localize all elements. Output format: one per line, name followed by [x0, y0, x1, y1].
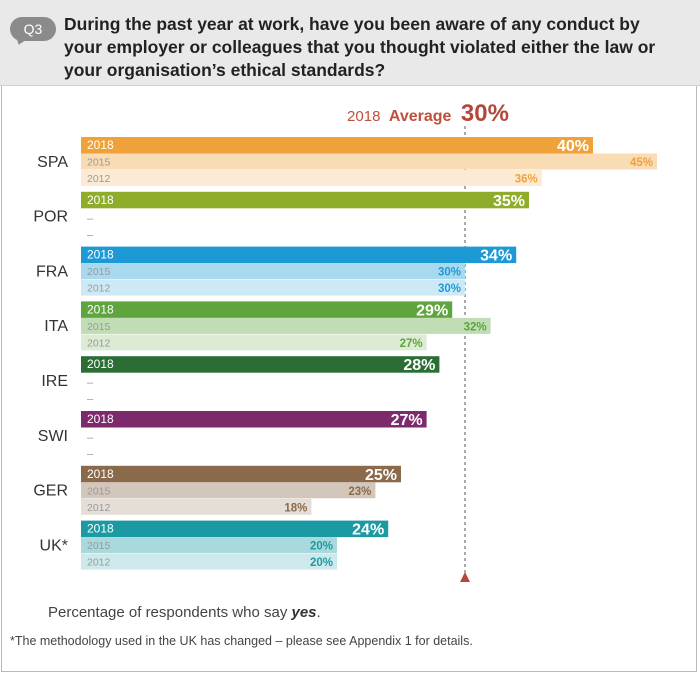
- bar-ita-2015: [81, 317, 491, 334]
- bar-spa-2012: [81, 170, 542, 186]
- value-label-fra-2012: 30%: [438, 283, 461, 295]
- value-label-uk-2018: 24%: [352, 522, 384, 539]
- bar-ita-2012: [81, 334, 427, 351]
- bar-swi-2018: [81, 411, 427, 428]
- missing-marker-ire-2012: –: [87, 394, 94, 406]
- average-year: 2018: [347, 108, 380, 125]
- year-label-ita-2018: 2018: [87, 302, 114, 316]
- year-label-ger-2012: 2012: [87, 502, 111, 514]
- value-label-ger-2012: 18%: [284, 502, 307, 514]
- year-label-fra-2012: 2012: [87, 283, 111, 295]
- missing-marker-ire-2015: –: [87, 377, 94, 389]
- value-label-uk-2015: 20%: [310, 541, 333, 553]
- missing-marker-por-2015: –: [87, 213, 94, 225]
- question-header: Q3 During the past year at work, have yo…: [0, 0, 700, 86]
- value-label-ger-2018: 25%: [365, 467, 397, 484]
- year-label-swi-2018: 2018: [87, 412, 114, 426]
- average-value: 30%: [461, 100, 509, 127]
- value-label-ger-2015: 23%: [348, 486, 371, 498]
- value-label-spa-2012: 36%: [515, 174, 538, 186]
- bar-spa-2015: [81, 153, 657, 170]
- methodology-note: *The methodology used in the UK has chan…: [10, 634, 473, 648]
- value-label-fra-2015: 30%: [438, 267, 461, 279]
- year-label-fra-2018: 2018: [87, 248, 114, 262]
- country-label-ita: ITA: [44, 318, 68, 335]
- year-label-uk-2015: 2015: [87, 540, 111, 552]
- value-label-fra-2018: 34%: [480, 248, 512, 265]
- value-label-swi-2018: 27%: [391, 412, 423, 429]
- missing-marker-swi-2012: –: [87, 449, 94, 461]
- question-text: During the past year at work, have you b…: [64, 14, 656, 80]
- year-label-spa-2018: 2018: [87, 138, 114, 152]
- question-badge: Q3: [10, 17, 56, 41]
- year-label-ger-2015: 2015: [87, 485, 111, 497]
- bar-fra-2015: [81, 263, 465, 280]
- bar-spa-2018: [81, 137, 593, 154]
- bar-ger-2015: [81, 482, 376, 499]
- bar-ita-2018: [81, 301, 453, 318]
- respondents-note-suffix: .: [316, 604, 321, 621]
- year-label-ita-2012: 2012: [87, 337, 111, 349]
- bar-uk-2015: [81, 537, 337, 554]
- year-label-ger-2018: 2018: [87, 467, 114, 481]
- year-label-uk-2012: 2012: [87, 557, 111, 569]
- respondents-note-prefix: Percentage of respondents who say: [48, 604, 292, 621]
- value-label-ita-2015: 32%: [464, 321, 487, 333]
- respondents-note: Percentage of respondents who say yes.: [48, 604, 321, 621]
- year-label-por-2018: 2018: [87, 193, 114, 207]
- bar-uk-2018: [81, 520, 389, 538]
- country-label-spa: SPA: [37, 154, 68, 171]
- country-label-por: POR: [33, 209, 68, 226]
- bar-fra-2012: [81, 279, 465, 296]
- respondents-note-emphasis: yes: [291, 604, 317, 621]
- average-word: Average: [389, 108, 452, 125]
- value-label-spa-2018: 40%: [557, 138, 589, 155]
- bar-fra-2018: [81, 246, 517, 264]
- average-arrowhead: [460, 572, 470, 582]
- value-label-ire-2018: 28%: [403, 357, 435, 374]
- country-label-ire: IRE: [41, 373, 68, 390]
- value-label-uk-2012: 20%: [310, 557, 333, 569]
- year-label-uk-2018: 2018: [87, 522, 114, 536]
- value-label-ita-2012: 27%: [400, 338, 423, 350]
- year-label-ita-2015: 2015: [87, 321, 111, 333]
- country-label-fra: FRA: [36, 263, 68, 280]
- bar-ger-2018: [81, 465, 401, 483]
- bar-rows: SPA 2018 40% 2015 45% 2012 36% POR 2018 35% – – FRA 2…: [33, 137, 657, 570]
- country-label-uk: UK*: [40, 537, 68, 554]
- bar-por-2018: [81, 191, 529, 209]
- bar-ger-2012: [81, 498, 312, 515]
- year-label-spa-2015: 2015: [87, 157, 111, 169]
- missing-marker-por-2012: –: [87, 229, 94, 241]
- value-label-ita-2018: 29%: [416, 302, 448, 319]
- value-label-por-2018: 35%: [493, 193, 525, 210]
- year-label-fra-2015: 2015: [87, 266, 111, 278]
- average-marker: 2018 Average 30%: [347, 100, 509, 582]
- value-label-spa-2015: 45%: [630, 157, 653, 169]
- bar-ire-2018: [81, 356, 440, 373]
- year-label-spa-2012: 2012: [87, 173, 111, 185]
- year-label-ire-2018: 2018: [87, 357, 114, 371]
- bar-uk-2012: [81, 553, 337, 570]
- average-label: 2018 Average 30%: [347, 100, 509, 127]
- country-label-ger: GER: [33, 483, 68, 500]
- country-label-swi: SWI: [38, 428, 68, 445]
- missing-marker-swi-2015: –: [87, 432, 94, 444]
